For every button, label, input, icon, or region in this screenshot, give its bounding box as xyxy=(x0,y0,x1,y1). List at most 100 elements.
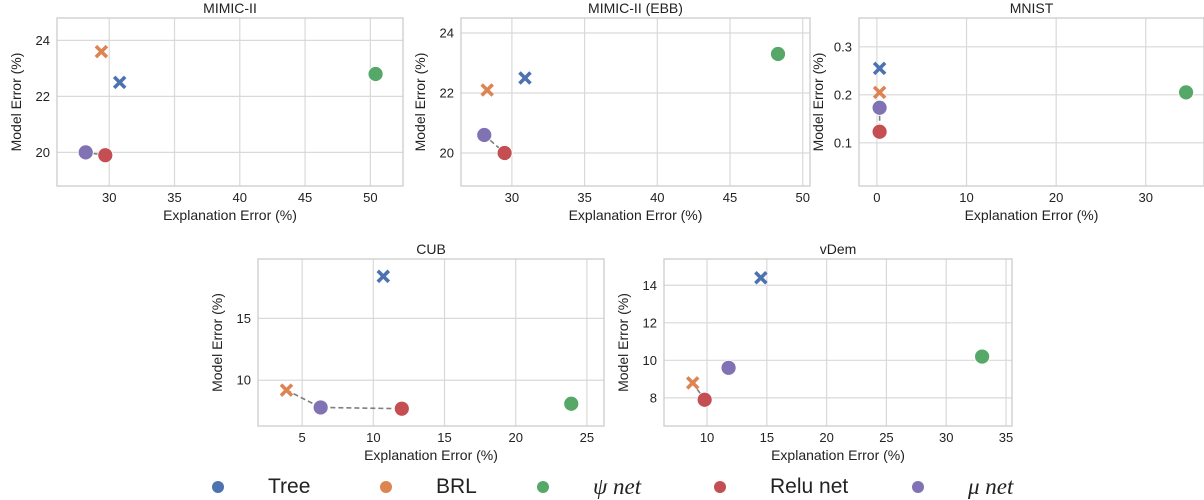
x-tick-label: 45 xyxy=(723,190,737,205)
x-tick-label: 50 xyxy=(363,190,377,205)
y-tick-label: 12 xyxy=(643,315,657,330)
legend-item-brl: BRL xyxy=(380,474,477,500)
y-axis-label: Model Error (%) xyxy=(8,53,24,152)
chart-mimic-ii: 30 35 40 45 50 20 22 24 MIMIC-II Explanation Erro… xyxy=(8,0,404,223)
point-brl-cross xyxy=(685,376,700,390)
chart-title: MNIST xyxy=(1010,0,1054,16)
cross-stroke xyxy=(518,71,532,85)
cross-stroke xyxy=(480,83,494,97)
cross-stroke xyxy=(685,376,700,390)
x-tick-label: 10 xyxy=(959,190,973,205)
point-relu-dot xyxy=(393,400,410,417)
point-brl-cross xyxy=(94,44,109,59)
x-tick-label: 0 xyxy=(873,190,880,205)
cross-stroke xyxy=(94,44,109,59)
point-mu-dot xyxy=(720,359,737,376)
point-tree-cross xyxy=(754,270,768,285)
legend-label-mu-net: μ net xyxy=(968,474,1014,499)
plot-frame xyxy=(663,258,1013,427)
chart-title: vDem xyxy=(820,241,857,257)
x-axis-label: Explanation Error (%) xyxy=(569,207,703,223)
legend-marker-tree xyxy=(212,481,224,493)
x-axis-label: Explanation Error (%) xyxy=(163,207,297,223)
y-tick-label: 0.2 xyxy=(834,87,852,102)
y-axis-label: Model Error (%) xyxy=(810,53,826,152)
y-tick-label: 24 xyxy=(36,33,50,48)
x-tick-label: 50 xyxy=(795,190,809,205)
chart-title: MIMIC-II xyxy=(203,0,257,16)
x-tick-label: 20 xyxy=(1049,190,1063,205)
y-axis-label: Model Error (%) xyxy=(412,53,428,152)
point-tree-cross xyxy=(112,75,127,90)
chart-title: CUB xyxy=(416,241,446,257)
legend-item-tree: Tree xyxy=(212,474,310,500)
cross-stroke xyxy=(112,75,127,90)
point-mu-dot xyxy=(312,399,329,416)
x-tick-label: 20 xyxy=(508,430,522,445)
y-tick-label: 0.1 xyxy=(834,135,852,150)
cross-stroke xyxy=(754,270,768,285)
chart-vdem: 10 15 20 25 30 35 8 10 12 14 vDem Explanation Error… xyxy=(615,241,1013,463)
x-tick-label: 30 xyxy=(102,190,116,205)
point-psi-dot xyxy=(974,348,991,365)
point-relu-dot xyxy=(496,145,513,161)
point-brl-cross xyxy=(872,85,887,100)
x-axis-label: Explanation Error (%) xyxy=(771,447,905,463)
point-psi-dot xyxy=(770,46,786,62)
x-tick-label: 45 xyxy=(298,190,312,205)
point-psi-dot xyxy=(563,395,580,412)
x-tick-label: 25 xyxy=(580,430,594,445)
legend-item-relu-net: Relu net xyxy=(714,474,848,500)
legend-label-tree: Tree xyxy=(268,475,311,498)
legend-marker-brl xyxy=(380,481,392,493)
point-mu-dot xyxy=(871,99,888,116)
x-tick-label: 5 xyxy=(299,430,306,445)
plot-frame xyxy=(257,258,605,427)
x-tick-label: 30 xyxy=(1139,190,1153,205)
x-tick-label: 30 xyxy=(505,190,519,205)
cross-stroke xyxy=(872,61,887,76)
cross-stroke xyxy=(376,269,391,284)
y-tick-label: 10 xyxy=(237,373,251,388)
x-tick-label: 20 xyxy=(819,430,833,445)
y-tick-label: 22 xyxy=(440,86,454,101)
point-relu-dot xyxy=(696,391,713,408)
x-tick-label: 40 xyxy=(650,190,664,205)
x-tick-label: 15 xyxy=(760,430,774,445)
y-tick-label: 22 xyxy=(36,89,50,104)
legend-marker-mu-net xyxy=(912,481,924,493)
legend-item-psi-net: ψ net xyxy=(537,474,641,500)
x-tick-label: 35 xyxy=(577,190,591,205)
point-psi-dot xyxy=(1178,84,1194,101)
y-tick-label: 24 xyxy=(440,26,454,41)
chart-mnist: 0 10 20 30 0.1 0.2 0.3 MNIST Explanation Error (… xyxy=(810,0,1204,223)
legend-label-psi-net: ψ net xyxy=(593,474,642,499)
pareto-front-line xyxy=(286,389,402,410)
point-mu-dot xyxy=(77,144,94,161)
x-tick-label: 15 xyxy=(437,430,451,445)
y-tick-label: 14 xyxy=(643,278,657,293)
cross-stroke xyxy=(279,383,294,397)
point-relu-dot xyxy=(97,147,114,164)
point-relu-dot xyxy=(871,123,888,140)
chart-title: MIMIC-II (EBB) xyxy=(588,0,683,16)
y-tick-label: 0.3 xyxy=(834,39,852,54)
x-tick-label: 35 xyxy=(167,190,181,205)
y-tick-label: 10 xyxy=(643,353,657,368)
chart-cub: 5 10 15 20 25 10 15 CUB Explanation Error (%) Mod… xyxy=(209,241,605,463)
chart-mimic-ii-ebb: 30 35 40 45 50 20 22 24 MIMIC-II (EBB) Explanatio… xyxy=(412,0,811,223)
legend-marker-relu-net xyxy=(714,481,726,493)
plot-frame xyxy=(460,17,811,187)
x-tick-label: 10 xyxy=(700,430,714,445)
cross-stroke xyxy=(872,85,887,100)
point-tree-cross xyxy=(518,71,532,85)
x-tick-label: 30 xyxy=(939,430,953,445)
y-tick-label: 15 xyxy=(237,311,251,326)
legend: Tree BRL ψ net Relu net μ net xyxy=(0,474,1204,500)
point-psi-dot xyxy=(367,66,384,82)
y-tick-label: 20 xyxy=(36,145,50,160)
legend-label-relu-net: Relu net xyxy=(770,475,849,498)
x-tick-label: 40 xyxy=(233,190,247,205)
x-tick-label: 35 xyxy=(999,430,1013,445)
